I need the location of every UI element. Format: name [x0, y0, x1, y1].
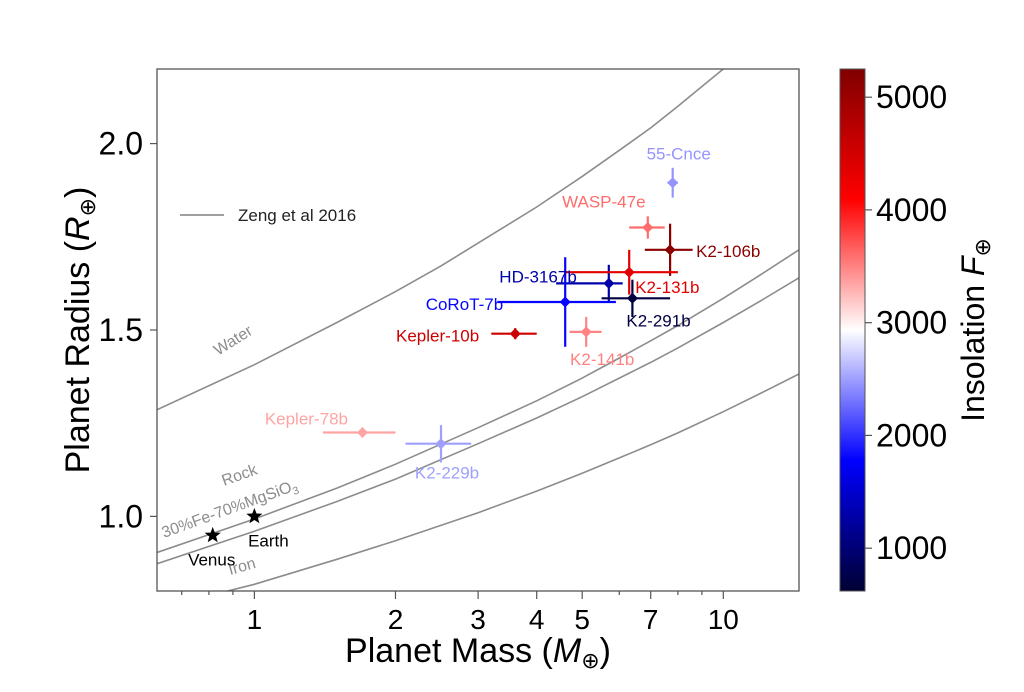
x-tick-label: 1 [247, 604, 263, 635]
x-tick-label: 10 [708, 604, 739, 635]
planet-labels: 55-Cnce WASP-47e K2-106b HD-3167b K2-131b CoR… [265, 145, 761, 483]
planet-marker [664, 244, 676, 256]
curve-label-3: Iron [227, 555, 258, 579]
model-curves [157, 69, 799, 591]
planet-label: K2-131b [635, 278, 699, 297]
planet-marker [356, 427, 368, 439]
y-tick-label: 1.0 [99, 498, 143, 534]
planet-points [356, 177, 679, 450]
planet-marker [559, 296, 571, 308]
curve-label-0: Water [211, 322, 256, 359]
solar-planet-label: Earth [248, 531, 289, 550]
planet-label: CoRoT-7b [426, 295, 503, 314]
planet-marker [667, 177, 679, 189]
planet-marker [623, 266, 635, 278]
colorbar-gradient [839, 68, 866, 592]
planet-label: K2-141b [570, 350, 634, 369]
model-curve-0 [157, 69, 724, 411]
solar-system-planets: Earth Venus [188, 507, 289, 569]
planet-label: K2-291b [626, 311, 690, 330]
x-tick-label: 5 [574, 604, 590, 635]
colorbar-ticks: 1000 2000 3000 4000 5000 [865, 79, 947, 566]
y-axis: 1.0 1.5 2.0 [99, 126, 157, 534]
model-curve-1 [157, 249, 799, 554]
planet-marker [603, 277, 615, 289]
planet-label: K2-229b [415, 464, 479, 483]
planet-marker [580, 326, 592, 338]
planet-label: Kepler-78b [265, 410, 348, 429]
planet-label: WASP-47e [562, 193, 645, 212]
x-tick-label: 4 [529, 604, 545, 635]
colorbar-tick-label: 3000 [876, 305, 947, 341]
planet-marker [642, 221, 654, 233]
planet-label: K2-106b [696, 242, 760, 261]
colorbar-tick-label: 1000 [876, 530, 947, 566]
curve-label-1: Rock [220, 461, 261, 490]
planet-label: HD-3167b [499, 267, 577, 286]
x-axis: 1 2 3 4 5 7 10 [181, 591, 739, 635]
y-tick-label: 1.5 [99, 312, 143, 348]
planet-label: 55-Cnce [647, 145, 711, 164]
colorbar-tick-label: 5000 [876, 79, 947, 115]
solar-planet-label: Venus [188, 550, 235, 569]
model-curve-3 [224, 373, 799, 591]
x-axis-label: Planet Mass (M⊕) [345, 632, 611, 673]
planet-label: Kepler-10b [396, 327, 479, 346]
x-tick-label: 7 [643, 604, 659, 635]
planet-marker [626, 292, 638, 304]
x-tick-label: 3 [470, 604, 486, 635]
planet-marker [509, 328, 521, 340]
star-marker [204, 526, 221, 543]
colorbar: 1000 2000 3000 4000 5000 Insolation F⊕ [839, 68, 995, 592]
star-marker [246, 507, 263, 524]
colorbar-label: Insolation F⊕ [955, 238, 995, 422]
legend: Zeng et al 2016 [180, 206, 356, 225]
x-tick-label: 2 [388, 604, 404, 635]
colorbar-tick-label: 2000 [876, 417, 947, 453]
colorbar-tick-label: 4000 [876, 192, 947, 228]
model-curve-2 [157, 277, 799, 565]
legend-label: Zeng et al 2016 [238, 206, 356, 225]
planet-marker [435, 438, 447, 450]
y-axis-label: Planet Radius (R⊕) [59, 187, 100, 474]
y-tick-label: 2.0 [99, 126, 143, 162]
